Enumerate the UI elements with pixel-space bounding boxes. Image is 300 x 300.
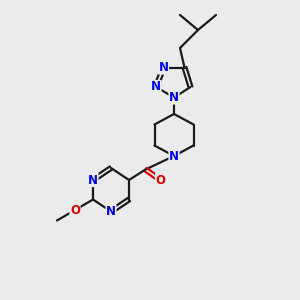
Text: N: N <box>106 205 116 218</box>
Text: O: O <box>70 203 80 217</box>
Text: N: N <box>169 91 179 104</box>
Text: O: O <box>155 173 166 187</box>
Text: N: N <box>158 61 169 74</box>
Text: N: N <box>151 80 161 94</box>
Text: N: N <box>169 149 179 163</box>
Text: N: N <box>88 173 98 187</box>
